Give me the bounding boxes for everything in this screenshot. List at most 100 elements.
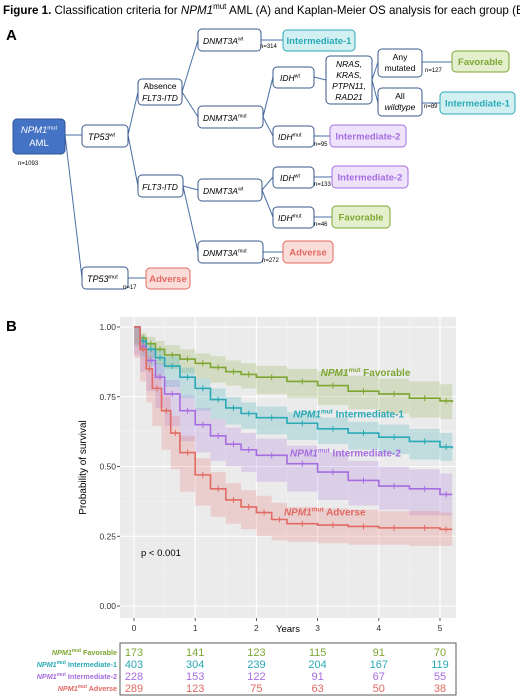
risk-row-label-intermediate-1-sup: mut (57, 660, 67, 666)
ci-band-favorable (134, 327, 453, 420)
outcome-favorable-b (331, 205, 391, 229)
y-tick-label: 0.00 (99, 601, 116, 611)
risk-table-frame (119, 642, 457, 696)
node-idh-wt-2-text-gene: IDH (280, 173, 296, 183)
outcome-intermediate-1-a (282, 29, 356, 52)
risk-row-label-adverse-sup: mut (78, 684, 88, 690)
node-tp53mut-n: n=17 (123, 285, 137, 291)
node-idh-mut-2-text-sup: mut (293, 214, 302, 220)
node-dnmt3a-wt-2 (197, 178, 263, 202)
risk-row-label-adverse: NPM1mut Adverse (58, 684, 117, 693)
risk-cell-intermediate-1-5: 119 (431, 659, 449, 671)
caption-sup: mut (213, 2, 227, 11)
node-dnmt3a-mut-1-text-sup: mut (238, 114, 247, 120)
edge-flt3-d2mut (182, 185, 199, 253)
outcome-intermediate-2-a (329, 124, 407, 148)
risk-cell-adverse-5: 38 (434, 683, 446, 695)
x-tick-label: 5 (438, 623, 443, 633)
curve-label-adverse-text: Adverse (324, 507, 366, 518)
outcome-intermediate-2-b-label: Intermediate-2 (338, 173, 403, 184)
risk-cell-intermediate-1-3: 204 (308, 659, 326, 671)
node-idh-mut-2-text-gene: IDH (278, 213, 294, 223)
figure-caption: Figure 1. Classification criteria for NP… (3, 2, 520, 17)
ci-band-intermediate-1 (134, 327, 453, 461)
node-dnmt3a-mut-1 (197, 105, 264, 129)
panel-b-label: B (6, 318, 17, 335)
y-tick-label: 0.75 (99, 392, 116, 402)
risk-cell-intermediate-2-2: 122 (247, 671, 265, 683)
risk-row-label-favorable: NPM1mut Favorable (52, 648, 117, 657)
x-tick-label: 0 (132, 623, 137, 633)
risk-cell-intermediate-1-1: 304 (186, 659, 204, 671)
edge-ras-any (371, 61, 379, 81)
risk-row-label-favorable-gene: NPM1 (52, 648, 72, 657)
node-idh-wt-1-text: IDHwt (280, 73, 300, 83)
risk-row-label-adverse-gene: NPM1 (58, 684, 78, 693)
edge-tp53wt-flt3 (127, 134, 139, 187)
node-ras-genes (325, 55, 373, 105)
x-axis-label: Years (276, 624, 300, 635)
node-tp53mut (81, 266, 129, 290)
risk-cell-intermediate-2-5: 55 (434, 671, 446, 683)
x-tick-label: 1 (193, 623, 198, 633)
outcome-intermediate-1-a-label: Intermediate-1 (287, 36, 353, 47)
node-dnmt3a-mut-2-text: DNMT3Amut (203, 248, 247, 258)
curve-label-favorable-gene: NPM1 (321, 368, 349, 379)
edge-d2wt-idhmut (261, 189, 274, 218)
node-idh-wt-1-text-sup: wt (295, 74, 301, 80)
node-idh-mut-1-text-gene: IDH (278, 132, 294, 142)
panel-b-km-plot: B 0.00 0.25 0.50 0.75 1.00 0 1 2 3 4 5 Years Probabil… (6, 317, 456, 635)
risk-cell-intermediate-2-4: 67 (373, 671, 385, 683)
p-value: p < 0.001 (141, 548, 181, 559)
node-idh-mut-1-text: IDHmut (278, 132, 302, 142)
ci-band-intermediate-2 (134, 327, 453, 516)
node-dnmt3a-wt-1 (197, 28, 262, 52)
node-idh-wt-2-text: IDHwt (280, 173, 300, 183)
node-dnmt3a-wt-1-text-sup: wt (238, 37, 244, 43)
node-dnmt3a-wt-1-text-gene: DNMT3A (203, 36, 238, 46)
risk-table: NPM1mut Favorable 173 141 123 115 91 70NPM1mut… (37, 642, 457, 696)
edge-d2wt-idhwt (261, 176, 274, 191)
risk-cell-adverse-2: 75 (250, 683, 262, 695)
node-absence (137, 78, 183, 106)
curve-label-intermediate-2: NPM1mut Intermediate-2 (290, 448, 401, 460)
risk-cell-intermediate-1-0: 403 (125, 659, 143, 671)
risk-row-label-intermediate-1: NPM1mut Intermediate-1 (37, 660, 117, 669)
node-tp53wt-text-gene: TP53 (88, 132, 110, 142)
edge-idhwt-ras (313, 76, 327, 81)
node-idh-mut-2 (272, 206, 315, 229)
curve-label-favorable-text: Favorable (360, 368, 410, 379)
node-root-line2: AML (29, 138, 49, 149)
curve-label-intermediate-1: NPM1mut Intermediate-1 (293, 409, 404, 421)
node-tp53mut-text: TP53mut (87, 274, 118, 284)
node-idh-mut-2-text: IDHmut (278, 213, 302, 223)
node-idh-wt-1 (272, 66, 315, 89)
node-dnmt3a-mut-2-text-sup: mut (238, 249, 247, 255)
caption-pre: Classification criteria for (51, 3, 181, 17)
risk-row-label-adverse-text: Adverse (87, 684, 117, 693)
curve-label-adverse: NPM1mut Adverse (284, 506, 366, 518)
curve-label-intermediate-1-gene: NPM1 (293, 410, 321, 421)
node-dnmt3a-wt-2-text-sup: wt (238, 187, 244, 193)
risk-cell-adverse-1: 123 (186, 683, 204, 695)
risk-cell-adverse-4: 50 (373, 683, 385, 695)
node-idh-wt-2-n: n=133 (314, 182, 332, 188)
risk-cell-favorable-1: 141 (186, 647, 204, 659)
node-any-mutated (377, 48, 423, 78)
km-line-intermediate-1 (134, 326, 454, 449)
node-tp53mut-text-sup: mut (109, 275, 119, 281)
node-all-wildtype-n: n=89 (424, 104, 438, 110)
node-absence-line2: FLT3-ITD (142, 93, 178, 103)
risk-row-label-favorable-text: Favorable (81, 648, 117, 657)
risk-cell-favorable-4: 91 (373, 647, 385, 659)
node-ras-genes-line-3: RAD21 (335, 92, 363, 102)
node-dnmt3a-wt-2-text-gene: DNMT3A (203, 186, 238, 196)
node-dnmt3a-wt-1-text: DNMT3Awt (203, 36, 244, 46)
node-absence-line1: Absence (143, 81, 176, 91)
risk-row-label-intermediate-2-text: Intermediate-2 (66, 672, 117, 681)
node-dnmt3a-wt-2-text: DNMT3Awt (203, 186, 244, 196)
node-dnmt3a-wt-1-n: n=314 (260, 44, 278, 50)
risk-cell-intermediate-2-1: 153 (186, 671, 204, 683)
node-flt3itd-text: FLT3-ITD (142, 182, 178, 192)
